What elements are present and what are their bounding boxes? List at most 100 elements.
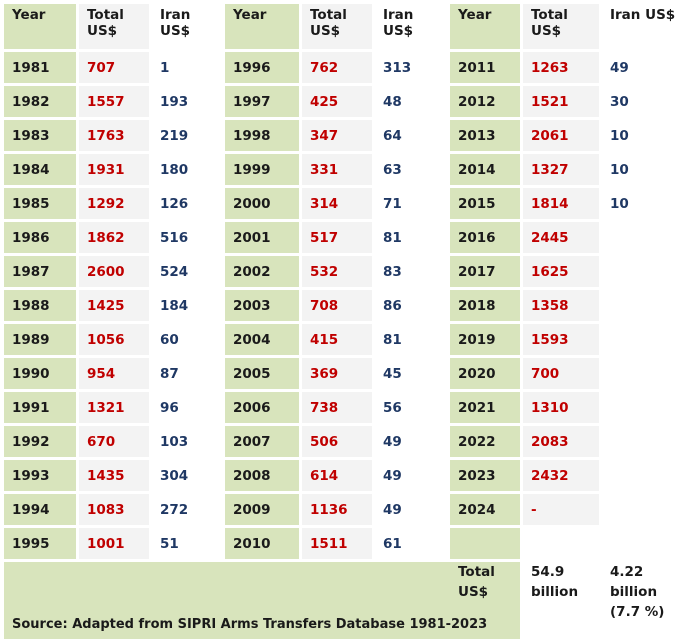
total-cell: 415 — [302, 324, 372, 355]
year-cell: 2019 — [450, 324, 520, 355]
year-cell: 2020 — [450, 358, 520, 389]
total-cell: 708 — [302, 290, 372, 321]
year-cell: 1983 — [4, 120, 76, 151]
iran-cell: 49 — [602, 52, 685, 83]
iran-cell: 63 — [375, 154, 447, 185]
year-cell: 1994 — [4, 494, 76, 525]
total-cell: - — [523, 494, 599, 525]
total-cell: 700 — [523, 358, 599, 389]
iran-cell — [602, 426, 685, 457]
iran-cell: 313 — [375, 52, 447, 83]
total-cell: 347 — [302, 120, 372, 151]
year-cell: 1990 — [4, 358, 76, 389]
total-cell: 532 — [302, 256, 372, 287]
total-cell: 1435 — [79, 460, 149, 491]
total-cell: 1292 — [79, 188, 149, 219]
total-cell: 1136 — [302, 494, 372, 525]
iran-cell: 87 — [152, 358, 222, 389]
iran-cell: 86 — [375, 290, 447, 321]
year-cell: 2009 — [225, 494, 299, 525]
year-cell: 1991 — [4, 392, 76, 423]
year-cell: 1988 — [4, 290, 76, 321]
year-cell: 2013 — [450, 120, 520, 151]
year-cell: 2015 — [450, 188, 520, 219]
iran-cell: 516 — [152, 222, 222, 253]
year-cell: 1997 — [225, 86, 299, 117]
iran-cell — [602, 392, 685, 423]
iran-cell: 193 — [152, 86, 222, 117]
total-cell: 2083 — [523, 426, 599, 457]
total-cell: 1862 — [79, 222, 149, 253]
iran-cell: 103 — [152, 426, 222, 457]
year-cell: 2006 — [225, 392, 299, 423]
year-cell: 2017 — [450, 256, 520, 287]
iran-cell: 61 — [375, 528, 447, 559]
iran-cell: 81 — [375, 324, 447, 355]
year-cell: 1987 — [4, 256, 76, 287]
year-cell: 2003 — [225, 290, 299, 321]
iran-cell: 126 — [152, 188, 222, 219]
iran-cell — [602, 494, 685, 525]
year-cell: 1996 — [225, 52, 299, 83]
iran-header: Iran US$ — [602, 4, 685, 49]
year-cell: 2011 — [450, 52, 520, 83]
year-cell: 1998 — [225, 120, 299, 151]
iran-cell — [602, 358, 685, 389]
total-cell: 614 — [302, 460, 372, 491]
iran-cell: 83 — [375, 256, 447, 287]
iran-cell: 60 — [152, 324, 222, 355]
year-cell: 2004 — [225, 324, 299, 355]
total-header: Total US$ — [523, 4, 599, 49]
iran-cell: 48 — [375, 86, 447, 117]
year-cell: 2018 — [450, 290, 520, 321]
year-cell: 2016 — [450, 222, 520, 253]
total-label: Total US$ — [458, 564, 495, 600]
total-cell: 1310 — [523, 392, 599, 423]
year-cell: 2008 — [225, 460, 299, 491]
year-cell: 2000 — [225, 188, 299, 219]
year-cell: 2023 — [450, 460, 520, 491]
iran-cell — [602, 290, 685, 321]
total-cell: 1263 — [523, 52, 599, 83]
year-cell: 2010 — [225, 528, 299, 559]
year-cell: 2021 — [450, 392, 520, 423]
year-cell: 2001 — [225, 222, 299, 253]
iran-cell: 30 — [602, 86, 685, 117]
year-cell: 1989 — [4, 324, 76, 355]
year-header: Year — [4, 4, 76, 49]
year-cell: 2024 — [450, 494, 520, 525]
source-note: Source: Adapted from SIPRI Arms Transfer… — [4, 562, 520, 639]
total-cell: 762 — [302, 52, 372, 83]
total-cell: 1358 — [523, 290, 599, 321]
total-cell: 1001 — [79, 528, 149, 559]
iran-total-value: 4.22 billion (7.7 %) — [602, 562, 685, 623]
iran-cell — [602, 222, 685, 253]
year-cell: 2005 — [225, 358, 299, 389]
iran-cell: 272 — [152, 494, 222, 525]
year-cell: 1993 — [4, 460, 76, 491]
iran-cell: 180 — [152, 154, 222, 185]
total-cell: 1056 — [79, 324, 149, 355]
iran-cell: 49 — [375, 426, 447, 457]
total-header: Total US$ — [302, 4, 372, 49]
iran-header: Iran US$ — [375, 4, 447, 49]
iran-cell: 81 — [375, 222, 447, 253]
total-cell: 1931 — [79, 154, 149, 185]
iran-cell — [602, 324, 685, 355]
total-cell: 2445 — [523, 222, 599, 253]
year-cell: 1985 — [4, 188, 76, 219]
total-cell: 314 — [302, 188, 372, 219]
total-cell: 1083 — [79, 494, 149, 525]
iran-cell: 64 — [375, 120, 447, 151]
empty-cell — [523, 528, 599, 559]
total-cell: 1511 — [302, 528, 372, 559]
iran-cell: 1 — [152, 52, 222, 83]
year-cell: 1992 — [4, 426, 76, 457]
year-cell: 1982 — [4, 86, 76, 117]
iran-cell: 71 — [375, 188, 447, 219]
year-header: Year — [450, 4, 520, 49]
total-cell: 1625 — [523, 256, 599, 287]
year-cell: 1981 — [4, 52, 76, 83]
total-cell: 1557 — [79, 86, 149, 117]
total-cell: 2432 — [523, 460, 599, 491]
